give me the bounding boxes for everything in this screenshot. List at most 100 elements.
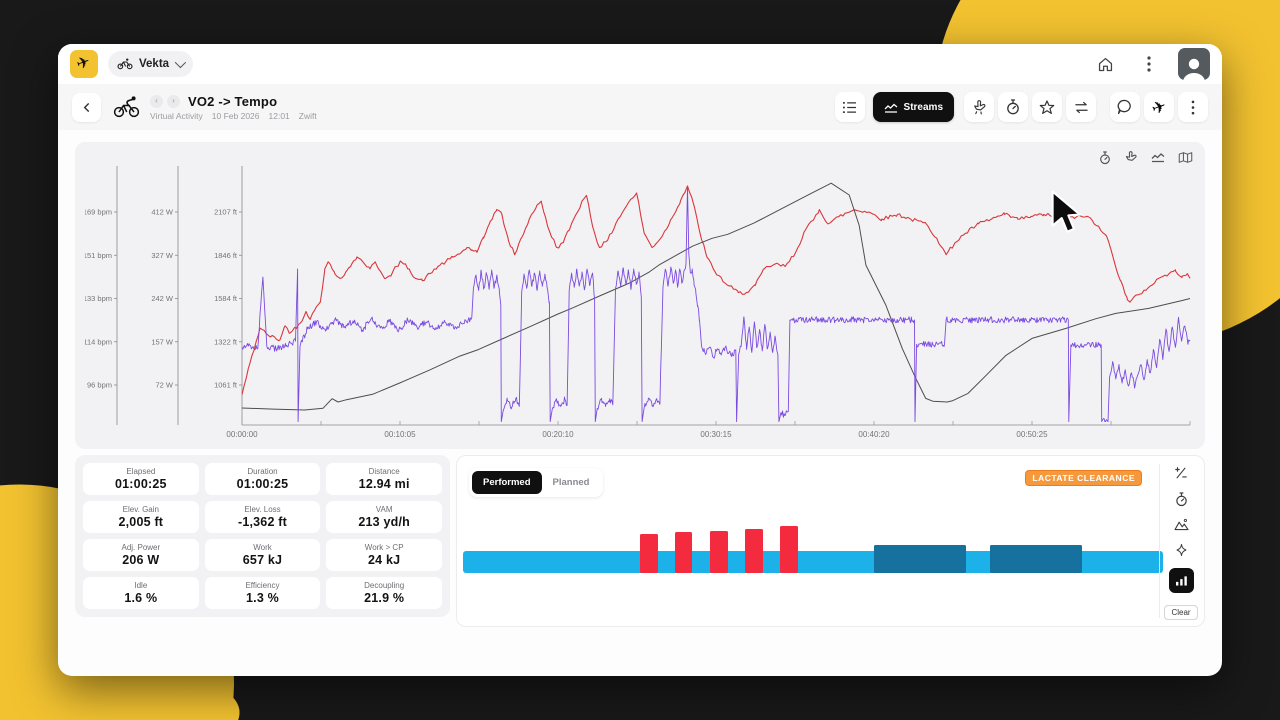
axis-elev: 2107 ft 1846 ft 1584 ft 1322 ft 1061 ft [214,166,243,425]
comment-bubble-icon [1117,99,1131,115]
chevron-down-icon [174,56,187,69]
bars-icon [1175,576,1187,586]
stat-label: Adj. Power [121,543,161,552]
power-mode-button[interactable] [1175,543,1188,557]
zones-mode-button-active[interactable] [1168,568,1194,593]
menu-dots-icon [1147,56,1151,72]
clear-button[interactable]: Clear [1164,604,1198,620]
elevation-mode-button[interactable] [1173,518,1189,531]
cyclist-icon [113,96,140,118]
svg-text:1322 ft: 1322 ft [214,337,238,346]
timer-button[interactable] [998,92,1028,122]
stat-tile-elev-loss: Elev. Loss -1,362 ft [204,501,321,533]
stat-tile-vam: VAM 213 yd/h [326,501,442,533]
map-icon [1178,152,1193,163]
streams-chart-card: 169 bpm 151 bpm 133 bpm 114 bpm 96 bpm 412 W 3… [75,142,1205,449]
laps-list-button[interactable] [834,92,865,122]
lap-marker-button[interactable] [964,92,994,122]
interval-tempo-block[interactable] [990,545,1082,573]
stat-label: Elapsed [126,467,156,476]
favorite-button[interactable] [1032,92,1062,122]
svg-text:00:50:25: 00:50:25 [1016,430,1048,439]
home-button[interactable] [1090,49,1120,79]
app-window: ✈ Vekta [58,44,1222,676]
next-activity-button[interactable]: › [167,94,180,108]
svg-text:1061 ft: 1061 ft [214,381,238,390]
stat-label: Distance [368,467,400,476]
prev-activity-button[interactable]: ‹ [150,94,163,108]
slope-percent-button[interactable] [1174,466,1188,480]
interval-vo2-block[interactable] [744,529,763,573]
streams-chart-icon [884,103,897,113]
fly-action-button[interactable]: ✈ [1144,92,1174,122]
intervals-panel: Performed Planned LACTATE CLEARANCE [456,455,1205,627]
team-switcher[interactable]: Vekta [108,51,194,77]
comments-button[interactable] [1110,92,1140,122]
tab-performed[interactable]: Performed [472,471,542,494]
series-heart-rate [241,185,1191,395]
stat-value: 2,005 ft [118,515,164,529]
chart-timer-toggle[interactable] [1099,151,1111,165]
stat-value: -1,362 ft [237,515,288,529]
page-title: VO2 -> Tempo [188,93,278,109]
stat-label: Elev. Gain [122,505,159,514]
axis-hr: 169 bpm 151 bpm 133 bpm 114 bpm 96 bpm [85,166,118,425]
streams-label: Streams [903,101,943,113]
lap-hand-icon [1125,151,1137,161]
interval-vo2-block[interactable] [640,534,658,573]
stat-tile-efficiency: Efficiency 1.3 % [204,577,321,609]
stopwatch-icon [1175,491,1187,506]
person-icon [1183,58,1205,80]
chart-lap-toggle[interactable] [1124,151,1138,165]
stat-label: Work > CP [364,543,404,552]
list-icon [842,101,857,113]
brand-logo[interactable]: ✈ [70,50,98,78]
more-options-button[interactable] [1178,92,1208,122]
streams-plot[interactable]: 169 bpm 151 bpm 133 bpm 114 bpm 96 bpm 412 W 3… [85,158,1195,441]
streams-tab-button[interactable]: Streams [872,92,954,122]
back-button[interactable] [72,92,101,122]
svg-text:1846 ft: 1846 ft [214,251,238,260]
svg-text:1584 ft: 1584 ft [214,294,238,303]
svg-text:00:20:10: 00:20:10 [542,430,574,439]
stat-tile-distance: Distance 12.94 mi [326,463,442,495]
svg-text:2107 ft: 2107 ft [214,208,238,217]
interval-base-bar[interactable] [463,551,1163,573]
team-name: Vekta [139,58,170,70]
interval-vo2-block[interactable] [674,532,692,573]
overflow-menu-button[interactable] [1134,49,1164,79]
compare-button[interactable] [1066,92,1096,122]
svg-text:412 W: 412 W [151,208,174,217]
activity-time: 12:01 [268,110,290,121]
stat-tile-elapsed: Elapsed 01:00:25 [83,463,199,495]
svg-text:00:30:15: 00:30:15 [700,430,732,439]
activity-header: ‹ › VO2 -> Tempo Virtual Activity 10 Feb… [58,84,1222,130]
stat-value: 657 kJ [242,553,283,567]
activity-type: Virtual Activity [150,110,203,121]
activity-date: 10 Feb 2026 [211,110,260,121]
intervals-toolbar: Clear [1164,466,1198,620]
stopwatch-icon [1100,151,1110,165]
mountains-icon [1173,518,1189,531]
tab-planned[interactable]: Planned [541,471,601,494]
activity-source: Zwift [298,110,317,121]
workout-type-badge: LACTATE CLEARANCE [1025,470,1142,486]
rail-divider [1159,464,1160,618]
interval-bars-chart[interactable] [463,513,1163,575]
activity-stats-grid: Elapsed 01:00:25 Duration 01:00:25 Distance 1… [75,455,450,617]
time-mode-button[interactable] [1175,491,1188,507]
svg-text:72 W: 72 W [155,381,173,390]
interval-vo2-block[interactable] [780,526,798,573]
user-avatar[interactable] [1178,48,1210,80]
stat-value: 1.6 % [124,591,158,605]
chart-map-toggle[interactable] [1178,151,1193,165]
svg-text:169 bpm: 169 bpm [85,208,112,217]
svg-text:00:00:00: 00:00:00 [226,430,258,439]
interval-tempo-block[interactable] [873,545,966,573]
chart-line-toggle[interactable] [1151,151,1165,165]
slope-percent-icon [1175,467,1187,479]
interval-vo2-block[interactable] [710,531,728,573]
menu-dots-icon [1191,100,1195,114]
line-chart-icon [1151,153,1165,163]
stat-label: Duration [247,467,278,476]
